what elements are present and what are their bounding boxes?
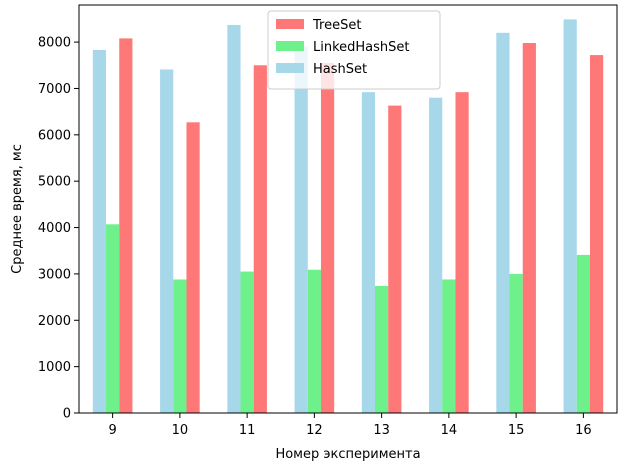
y-tick-label: 8000 (38, 36, 71, 51)
y-tick-label: 1000 (38, 360, 71, 375)
bar-treeset-13 (388, 105, 402, 414)
bar-linkedhashset-13 (375, 285, 389, 413)
y-tick-label: 6000 (38, 128, 71, 143)
bar-hashset-14 (429, 97, 443, 413)
bar-treeset-10 (186, 122, 200, 414)
bar-hashset-16 (563, 19, 577, 414)
legend-box (267, 10, 441, 90)
x-tick-label: 11 (239, 423, 256, 438)
bar-hashset-9 (92, 49, 107, 413)
y-axis-label: Среднее время, мс (10, 144, 25, 274)
x-tick-label: 16 (575, 423, 592, 438)
bar-hashset-11 (227, 24, 241, 413)
y-tick-label: 3000 (38, 267, 71, 282)
bar-treeset-14 (455, 92, 469, 413)
bar-linkedhashset-9 (106, 224, 120, 413)
bars-layer (92, 19, 604, 414)
bar-treeset-15 (522, 43, 536, 414)
bar-hashset-13 (361, 92, 376, 413)
bar-treeset-16 (589, 55, 604, 413)
bar-hashset-15 (496, 32, 510, 413)
bar-treeset-11 (253, 65, 267, 414)
x-axis: 9 10 11 12 13 14 15 16 (108, 413, 592, 438)
x-axis-label: Номер эксперимента (275, 447, 420, 462)
bar-linkedhashset-12 (307, 269, 321, 413)
legend-label-treeset: TreeSet (312, 18, 361, 33)
legend-label-linkedhashset: LinkedHashSet (313, 40, 410, 55)
y-tick-label: 0 (63, 407, 71, 422)
x-tick-label: 13 (373, 423, 390, 438)
y-tick-label: 5000 (38, 175, 71, 190)
bar-hashset-10 (160, 69, 174, 413)
y-tick-label: 2000 (38, 314, 71, 329)
bar-linkedhashset-11 (240, 271, 254, 413)
y-tick-label: 7000 (38, 82, 71, 97)
bar-linkedhashset-14 (442, 279, 456, 413)
legend-swatch-treeset (276, 19, 304, 29)
legend-swatch-hashset (276, 63, 304, 73)
bar-linkedhashset-10 (173, 279, 187, 413)
legend: TreeSet LinkedHashSet HashSet (267, 10, 441, 90)
x-tick-label: 9 (108, 423, 116, 438)
bar-hashset-12 (294, 46, 308, 413)
plot-area-frame (78, 4, 618, 414)
bar-linkedhashset-16 (576, 254, 590, 413)
legend-label-hashset: HashSet (313, 62, 367, 77)
bar-treeset-12 (320, 62, 335, 413)
legend-swatch-linkedhashset (276, 41, 304, 51)
y-tick-label: 4000 (38, 221, 71, 236)
y-axis: 0 1000 2000 3000 4000 5000 6000 7000 8000 (38, 36, 79, 422)
bar-linkedhashset-15 (509, 273, 523, 413)
x-tick-label: 12 (306, 423, 323, 438)
x-tick-label: 14 (441, 423, 458, 438)
x-tick-label: 15 (508, 423, 525, 438)
bar-treeset-9 (119, 38, 133, 413)
x-tick-label: 10 (172, 423, 189, 438)
